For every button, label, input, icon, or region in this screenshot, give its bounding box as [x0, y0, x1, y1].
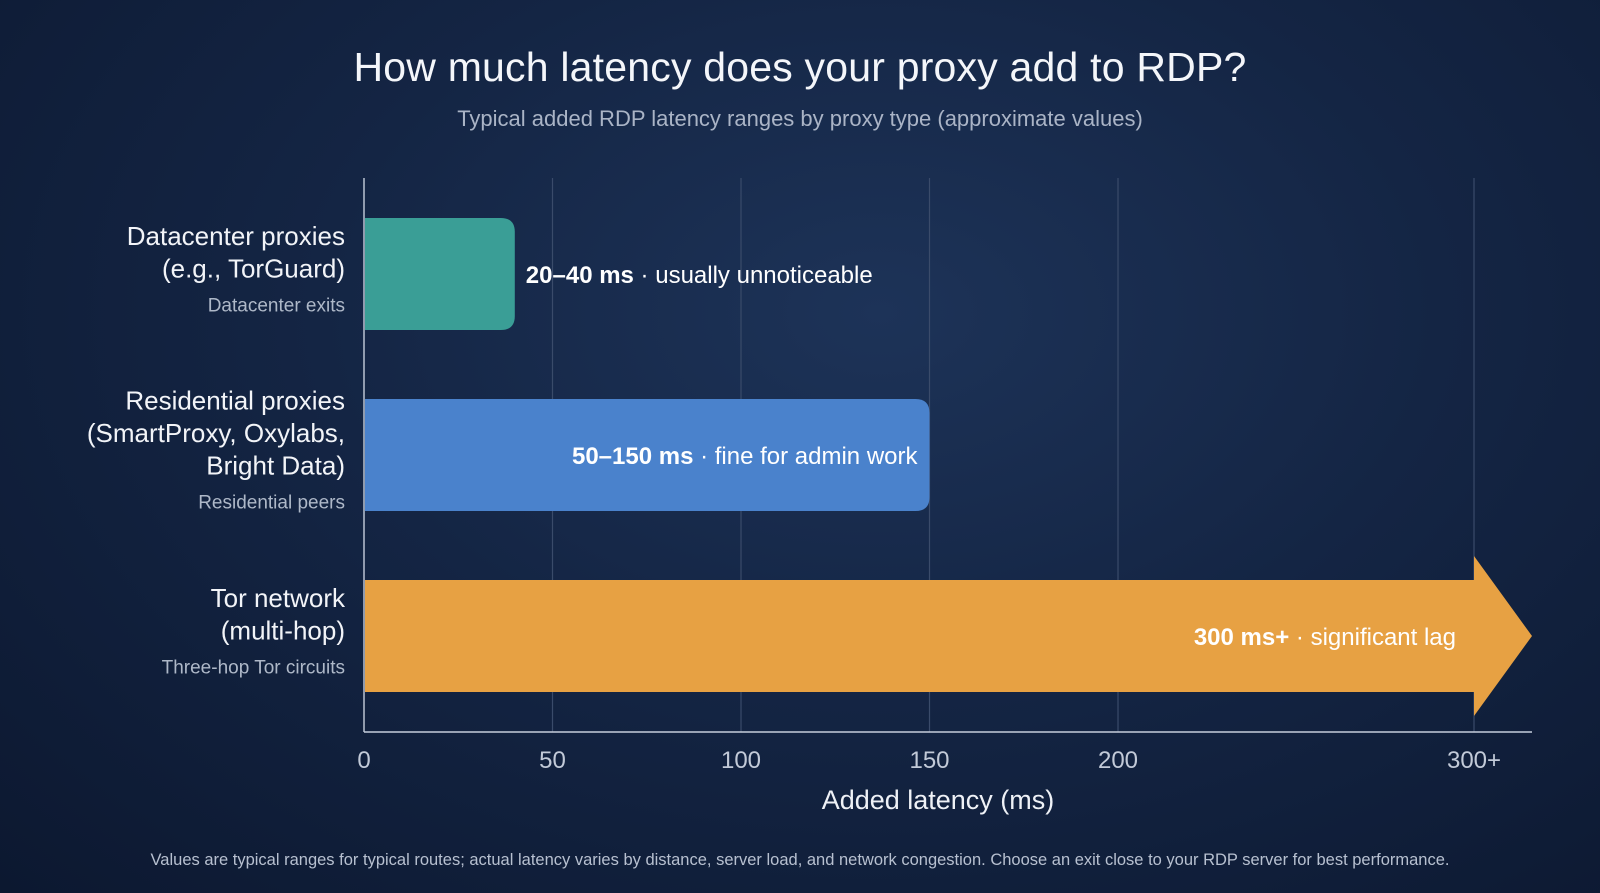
x-tick-300: 300+	[1447, 747, 1501, 774]
bar-0	[365, 218, 515, 330]
bar-value-2: 300 ms+	[1194, 624, 1289, 651]
category-name-0-0: Datacenter proxies	[127, 221, 345, 251]
axes	[363, 178, 1532, 733]
bar-note-2: · significant lag	[1289, 624, 1456, 651]
bar-1	[365, 399, 930, 511]
bar-note-0: · usually unnoticeable	[634, 262, 873, 289]
chart-title: How much latency does your proxy add to …	[353, 44, 1247, 90]
bar-label-0: 20–40 ms · usually unnoticeable	[526, 262, 873, 289]
category-name-1-0: Residential proxies	[125, 386, 345, 416]
category-name-2-0: Tor network	[211, 583, 346, 613]
x-tick-150: 150	[909, 747, 949, 774]
category-name-1-1: (SmartProxy, Oxylabs,	[87, 418, 345, 448]
bars: 20–40 ms · usually unnoticeable 50–150 ms…	[365, 218, 1532, 716]
category-labels: Datacenter proxies(e.g., TorGuard) Datace…	[87, 221, 346, 679]
bar-value-1: 50–150 ms	[572, 443, 693, 470]
x-tick-50: 50	[539, 747, 566, 774]
bar-label-1: 50–150 ms · fine for admin work	[572, 443, 919, 470]
bar-label-2: 300 ms+ · significant lag	[1194, 624, 1456, 651]
category-name-2-1: (multi-hop)	[221, 615, 345, 645]
x-tick-labels: 0 50 100 150 200 300+	[357, 747, 1501, 774]
x-axis-title: Added latency (ms)	[822, 785, 1055, 815]
bar-value-0: 20–40 ms	[526, 262, 634, 289]
category-sub-0: Datacenter exits	[208, 295, 345, 316]
footnote: Values are typical ranges for typical ro…	[150, 851, 1450, 869]
chart-subtitle: Typical added RDP latency ranges by prox…	[457, 106, 1143, 131]
x-tick-0: 0	[357, 747, 370, 774]
category-name-1-2: Bright Data)	[206, 451, 345, 481]
category-name-0-1: (e.g., TorGuard)	[162, 253, 345, 283]
x-tick-100: 100	[721, 747, 761, 774]
x-tick-200: 200	[1098, 747, 1138, 774]
bar-note-1: · fine for admin work	[693, 443, 918, 470]
category-sub-2: Three-hop Tor circuits	[162, 657, 345, 678]
bar-2	[365, 556, 1532, 716]
category-sub-1: Residential peers	[198, 493, 345, 514]
